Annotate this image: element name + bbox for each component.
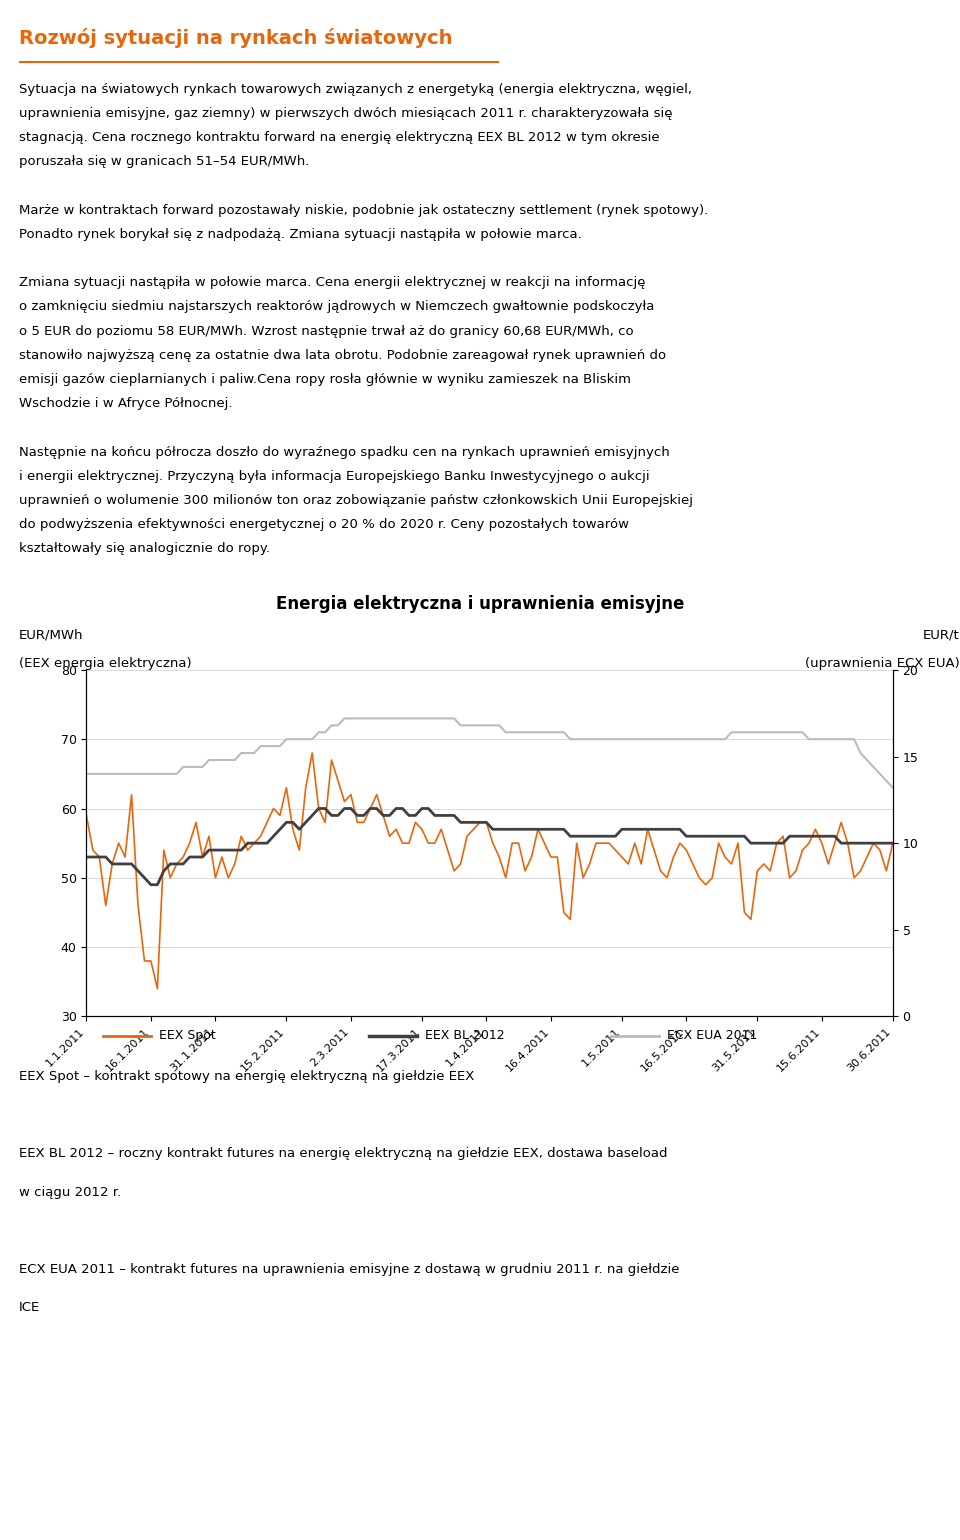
Text: Rozwój sytuacji na rynkach światowych: Rozwój sytuacji na rynkach światowych bbox=[19, 1502, 328, 1517]
Text: do podwyższenia efektywności energetycznej o 20 % do 2020 r. Ceny pozostałych to: do podwyższenia efektywności energetyczn… bbox=[19, 517, 629, 531]
Text: stanowiło najwyższą cenę za ostatnie dwa lata obrotu. Podobnie zareagował rynek : stanowiło najwyższą cenę za ostatnie dwa… bbox=[19, 348, 666, 362]
Text: uprawnień o wolumenie 300 milionów ton oraz zobowiązanie państw członkowskich Un: uprawnień o wolumenie 300 milionów ton o… bbox=[19, 494, 693, 507]
Text: i energii elektrycznej. Przyczyną była informacja Europejskiego Banku Inwestycyj: i energii elektrycznej. Przyczyną była i… bbox=[19, 470, 650, 484]
Text: ICE: ICE bbox=[19, 1301, 40, 1314]
Text: stagnacją. Cena rocznego kontraktu forward na energię elektryczną EEX BL 2012 w : stagnacją. Cena rocznego kontraktu forwa… bbox=[19, 131, 660, 145]
Text: Rozwój sytuacji na rynkach światowych: Rozwój sytuacji na rynkach światowych bbox=[19, 28, 453, 48]
Text: EUR/t: EUR/t bbox=[924, 628, 960, 641]
Text: Ponadto rynek borykał się z nadpodażą. Zmiana sytuacji nastąpiła w połowie marca: Ponadto rynek borykał się z nadpodażą. Z… bbox=[19, 228, 582, 240]
Text: ECX EUA 2011: ECX EUA 2011 bbox=[667, 1029, 757, 1043]
Text: (EEX energia elektryczna): (EEX energia elektryczna) bbox=[19, 658, 192, 670]
Text: 11: 11 bbox=[922, 1502, 941, 1517]
Text: Sytuacja na światowych rynkach towarowych związanych z energetyką (energia elekt: Sytuacja na światowych rynkach towarowyc… bbox=[19, 83, 692, 95]
Text: EEX Spot: EEX Spot bbox=[159, 1029, 216, 1043]
Text: Marże w kontraktach forward pozostawały niskie, podobnie jak ostateczny settleme: Marże w kontraktach forward pozostawały … bbox=[19, 203, 708, 217]
Text: o zamknięciu siedmiu najstarszych reaktorów jądrowych w Niemczech gwałtownie pod: o zamknięciu siedmiu najstarszych reakto… bbox=[19, 300, 655, 314]
Text: EEX BL 2012: EEX BL 2012 bbox=[425, 1029, 505, 1043]
Text: Zmiana sytuacji nastąpiła w połowie marca. Cena energii elektrycznej w reakcji n: Zmiana sytuacji nastąpiła w połowie marc… bbox=[19, 276, 646, 290]
Text: (uprawnienia ECX EUA): (uprawnienia ECX EUA) bbox=[805, 658, 960, 670]
Text: ECX EUA 2011 – kontrakt futures na uprawnienia emisyjne z dostawą w grudniu 2011: ECX EUA 2011 – kontrakt futures na upraw… bbox=[19, 1263, 680, 1275]
Text: uprawnienia emisyjne, gaz ziemny) w pierwszych dwóch miesiącach 2011 r. charakte: uprawnienia emisyjne, gaz ziemny) w pier… bbox=[19, 106, 673, 120]
Text: kształtowały się analogicznie do ropy.: kształtowały się analogicznie do ropy. bbox=[19, 542, 270, 556]
Text: EUR/MWh: EUR/MWh bbox=[19, 628, 84, 641]
Text: o 5 EUR do poziomu 58 EUR/MWh. Wzrost następnie trwał aż do granicy 60,68 EUR/MW: o 5 EUR do poziomu 58 EUR/MWh. Wzrost na… bbox=[19, 325, 634, 337]
Text: w ciągu 2012 r.: w ciągu 2012 r. bbox=[19, 1186, 121, 1198]
Text: EEX Spot – kontrakt spotowy na energię elektryczną na giełdzie EEX: EEX Spot – kontrakt spotowy na energię e… bbox=[19, 1070, 474, 1083]
Text: EEX BL 2012 – roczny kontrakt futures na energię elektryczną na giełdzie EEX, do: EEX BL 2012 – roczny kontrakt futures na… bbox=[19, 1147, 668, 1160]
Text: emisji gazów cieplarnianych i paliw.Cena ropy rosła głównie w wyniku zamieszek n: emisji gazów cieplarnianych i paliw.Cena… bbox=[19, 373, 632, 387]
Text: Następnie na końcu półrocza doszło do wyraźnego spadku cen na rynkach uprawnień : Następnie na końcu półrocza doszło do wy… bbox=[19, 445, 670, 459]
Text: Wschodzie i w Afryce Północnej.: Wschodzie i w Afryce Północnej. bbox=[19, 397, 232, 410]
Text: Energia elektryczna i uprawnienia emisyjne: Energia elektryczna i uprawnienia emisyj… bbox=[276, 596, 684, 613]
Text: poruszała się w granicach 51–54 EUR/MWh.: poruszała się w granicach 51–54 EUR/MWh. bbox=[19, 156, 309, 168]
